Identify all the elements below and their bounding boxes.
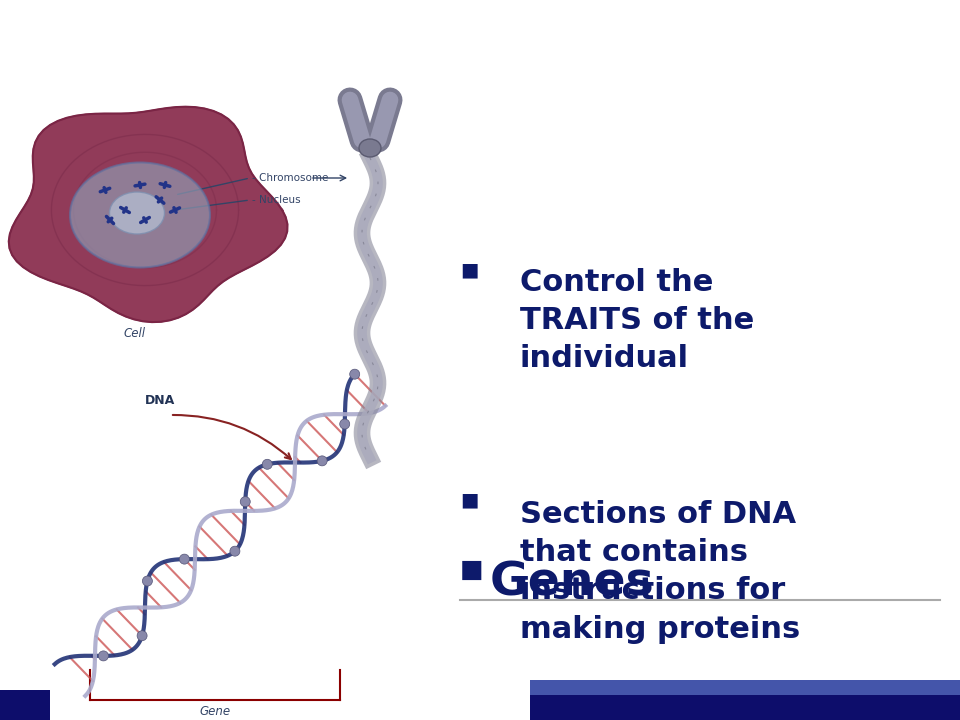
Text: Genes: Genes: [490, 560, 655, 605]
Ellipse shape: [109, 192, 164, 234]
Circle shape: [180, 554, 189, 564]
Circle shape: [349, 369, 360, 379]
Text: DNA: DNA: [145, 394, 175, 407]
Text: - Chromosome: - Chromosome: [252, 173, 328, 183]
Circle shape: [99, 651, 108, 661]
Polygon shape: [9, 107, 287, 322]
Ellipse shape: [359, 139, 381, 157]
Circle shape: [262, 459, 273, 469]
Text: Gene: Gene: [200, 705, 230, 718]
Circle shape: [137, 631, 147, 641]
Circle shape: [340, 419, 349, 429]
Text: Control the
TRAITS of the
individual: Control the TRAITS of the individual: [520, 268, 755, 374]
Circle shape: [229, 546, 240, 556]
Circle shape: [240, 497, 251, 507]
Bar: [0, 690, 50, 720]
Circle shape: [142, 576, 153, 586]
Text: ■: ■: [460, 558, 484, 582]
Text: ■: ■: [460, 260, 478, 279]
Text: Cell: Cell: [124, 327, 146, 340]
Ellipse shape: [70, 163, 210, 268]
Text: - Nucleus: - Nucleus: [252, 195, 300, 205]
Text: ■: ■: [460, 490, 478, 509]
Bar: [530, 695, 960, 720]
Bar: [530, 680, 960, 695]
Text: Sections of DNA
that contains
instructions for
making proteins: Sections of DNA that contains instructio…: [520, 500, 801, 644]
Circle shape: [317, 456, 327, 466]
